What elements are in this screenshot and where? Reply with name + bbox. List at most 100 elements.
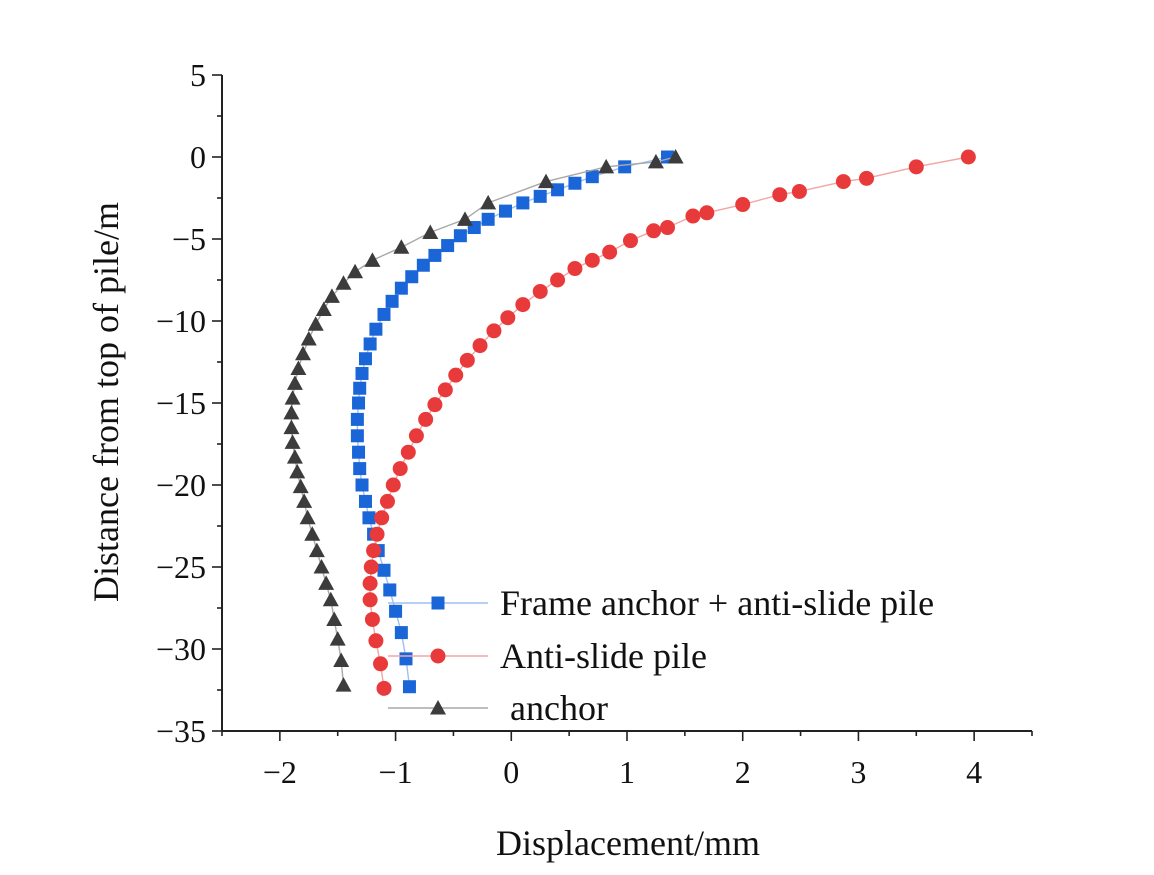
data-point-square xyxy=(618,160,632,174)
data-point-circle xyxy=(427,397,443,413)
data-point-triangle xyxy=(335,275,352,290)
series-layer xyxy=(283,149,976,696)
data-point-circle xyxy=(500,310,516,326)
data-point-triangle xyxy=(667,149,684,164)
y-tick-label: −20 xyxy=(156,467,206,503)
data-point-triangle xyxy=(284,390,301,405)
data-point-square xyxy=(363,337,377,351)
data-point-circle xyxy=(735,197,751,213)
data-point-circle xyxy=(584,252,600,268)
data-point-circle xyxy=(960,149,976,165)
x-tick-label: 1 xyxy=(619,754,635,790)
data-point-triangle xyxy=(647,153,664,169)
data-point-square xyxy=(405,270,419,284)
data-point-circle xyxy=(379,493,395,509)
y-tick-label: −10 xyxy=(156,303,206,339)
data-point-circle xyxy=(685,208,701,224)
data-point-triangle xyxy=(296,493,313,508)
data-point-square xyxy=(355,366,369,380)
data-point-circle xyxy=(408,428,424,444)
legend-item: Frame anchor + anti-slide pile xyxy=(388,583,934,623)
data-point-square xyxy=(416,258,430,272)
data-point-triangle xyxy=(286,375,303,390)
data-point-triangle xyxy=(308,542,325,558)
data-point-triangle xyxy=(333,652,350,667)
data-point-square xyxy=(350,412,364,426)
data-point-circle xyxy=(374,510,390,526)
legend-marker-circle xyxy=(430,648,446,664)
data-point-circle xyxy=(646,223,662,239)
x-tick-label: −1 xyxy=(379,754,413,790)
data-point-square xyxy=(385,294,399,308)
axes: −2 −1 0 1 2 3 450−5−10−15−20−25−30−35 xyxy=(156,57,1033,790)
legend-marker-triangle xyxy=(430,700,446,715)
data-point-square xyxy=(551,183,565,197)
data-point-square xyxy=(353,462,367,476)
data-point-triangle xyxy=(315,301,332,317)
data-point-circle xyxy=(515,297,531,313)
data-point-square xyxy=(358,352,372,366)
data-point-triangle xyxy=(307,316,324,331)
y-tick-label: −15 xyxy=(156,385,206,421)
data-point-square xyxy=(568,176,582,190)
x-tick-label: −2 xyxy=(263,754,297,790)
x-tick-label: 2 xyxy=(735,754,751,790)
data-point-triangle xyxy=(299,509,316,525)
data-point-square xyxy=(352,445,366,459)
data-point-square xyxy=(394,281,408,295)
data-point-triangle xyxy=(538,173,554,189)
data-point-triangle xyxy=(364,252,381,267)
data-point-circle xyxy=(660,220,675,236)
data-point-circle xyxy=(400,444,416,460)
data-point-square xyxy=(428,248,442,262)
data-point-triangle xyxy=(283,404,300,420)
data-point-triangle xyxy=(322,591,339,607)
legend: Frame anchor + anti-slide pile Anti-slide… xyxy=(388,583,934,728)
data-point-square xyxy=(353,381,367,395)
data-point-triangle xyxy=(598,158,615,174)
data-point-circle xyxy=(859,170,875,186)
x-tick-label: 0 xyxy=(503,754,519,790)
data-point-circle xyxy=(373,656,389,672)
data-point-triangle xyxy=(289,463,306,479)
data-point-circle xyxy=(366,543,382,559)
data-point-square xyxy=(377,563,391,577)
y-tick-label: −25 xyxy=(156,549,206,585)
data-point-triangle xyxy=(480,194,497,210)
data-point-square xyxy=(394,626,408,640)
data-point-circle xyxy=(472,338,488,354)
data-point-circle xyxy=(908,159,924,175)
data-point-triangle xyxy=(323,288,340,303)
data-point-triangle xyxy=(304,526,321,541)
y-tick-label: −35 xyxy=(156,713,206,749)
series-circle xyxy=(362,149,976,696)
data-point-triangle xyxy=(300,331,317,346)
data-point-square xyxy=(352,396,366,410)
data-point-circle xyxy=(418,411,434,427)
data-point-circle xyxy=(791,183,807,199)
data-point-circle xyxy=(376,680,392,696)
data-point-circle xyxy=(392,461,408,477)
y-tick-label: −30 xyxy=(156,631,206,667)
data-point-circle xyxy=(835,174,851,190)
x-axis-title: Displacement/mm xyxy=(496,823,760,863)
data-point-square xyxy=(453,229,467,243)
data-point-circle xyxy=(699,205,715,221)
y-tick-label: −5 xyxy=(172,221,206,257)
data-point-circle xyxy=(368,633,384,649)
data-point-triangle xyxy=(393,239,410,254)
data-point-square xyxy=(533,189,547,203)
data-point-square xyxy=(362,511,376,525)
legend-marker-square xyxy=(431,596,445,610)
data-point-circle xyxy=(772,187,788,203)
data-point-square xyxy=(499,204,512,218)
data-point-square xyxy=(441,239,455,253)
data-point-square xyxy=(383,583,397,597)
y-tick-label: 5 xyxy=(190,57,206,93)
x-tick-label: 3 xyxy=(850,754,866,790)
data-point-circle xyxy=(567,261,583,277)
data-point-triangle xyxy=(284,434,301,449)
data-point-circle xyxy=(532,283,548,299)
data-point-circle xyxy=(550,272,566,288)
legend-label: anchor xyxy=(510,688,608,728)
